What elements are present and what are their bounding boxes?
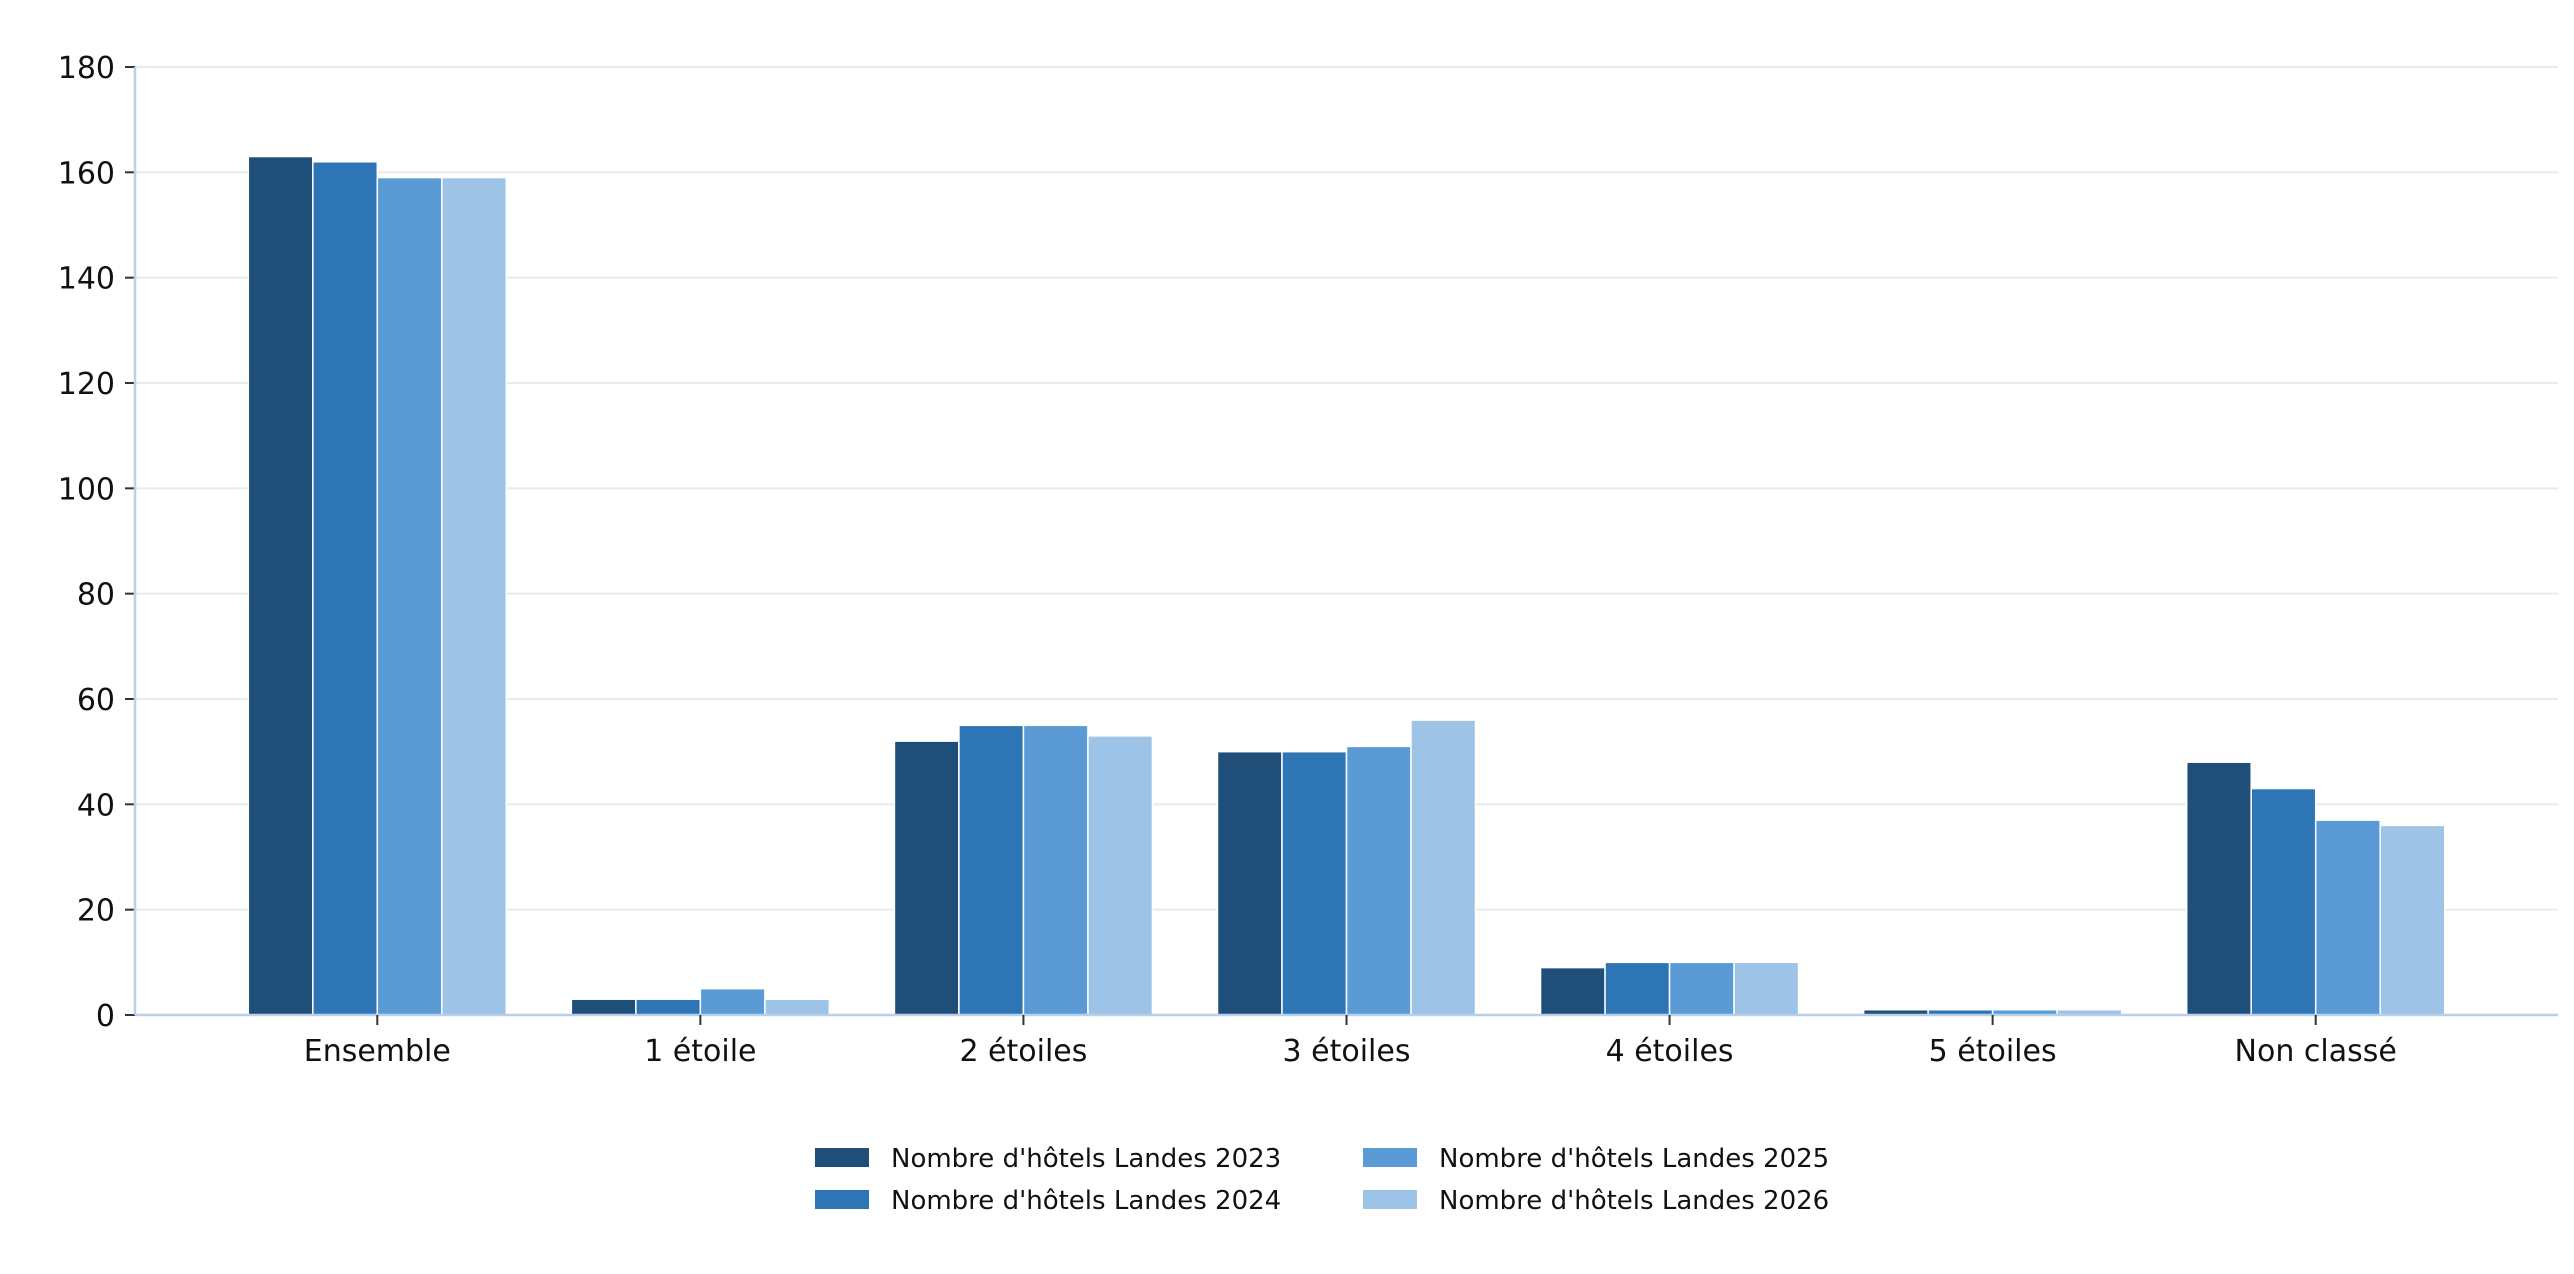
bar-4-2 <box>764 998 831 1016</box>
bar-4-5 <box>1733 961 1800 1016</box>
bar-3-7 <box>2314 819 2381 1016</box>
bar-3-3 <box>1022 724 1089 1016</box>
y-tick-label: 180 <box>58 51 115 86</box>
legend-label: Nombre d'hôtels Landes 2023 <box>891 1144 1281 1174</box>
bar-2-7 <box>2250 787 2317 1016</box>
y-tick-label: 0 <box>96 999 115 1034</box>
bars <box>247 155 2446 1016</box>
bar-2-5 <box>1604 961 1671 1016</box>
x-tick-label: 5 étoiles <box>1929 1034 2057 1069</box>
y-tick-label: 120 <box>58 367 115 402</box>
bar-2-2 <box>635 998 702 1016</box>
legend-swatch <box>1363 1148 1417 1167</box>
bar-2-3 <box>958 724 1025 1016</box>
grid-lines <box>135 66 2558 911</box>
bar-4-4 <box>1410 719 1477 1016</box>
bar-1-3 <box>893 740 960 1016</box>
bar-4-7 <box>2379 824 2446 1016</box>
bar-3-2 <box>699 987 766 1016</box>
legend-label: Nombre d'hôtels Landes 2026 <box>1439 1186 1829 1216</box>
bar-1-1 <box>247 155 314 1016</box>
y-tick-label: 20 <box>77 894 115 929</box>
y-tick-label: 100 <box>58 472 115 507</box>
x-tick-label: Non classé <box>2235 1034 2397 1069</box>
bar-2-1 <box>312 161 379 1016</box>
legend-swatch <box>1363 1190 1417 1209</box>
legend: Nombre d'hôtels Landes 2023 Nombre d'hôte… <box>815 1144 1829 1216</box>
x-tick-label: 2 étoiles <box>959 1034 1087 1069</box>
x-tick-label: 3 étoiles <box>1283 1034 1411 1069</box>
y-tick-label: 60 <box>77 683 115 718</box>
x-tick-label: 1 étoile <box>644 1034 756 1069</box>
bar-1-4 <box>1216 750 1283 1016</box>
bar-4-1 <box>441 176 508 1016</box>
x-tick-label: 4 étoiles <box>1606 1034 1734 1069</box>
bar-1-5 <box>1539 966 1606 1016</box>
axes: 0 20 40 60 80 100 120 140 160 180 Ensemble 1 étoile… <box>58 51 2558 1069</box>
bar-3-5 <box>1668 961 1735 1016</box>
y-tick-label: 160 <box>58 156 115 191</box>
bar-1-2 <box>570 998 637 1016</box>
bar-4-3 <box>1087 735 1154 1016</box>
y-tick-label: 140 <box>58 262 115 297</box>
y-tick-label: 80 <box>77 578 115 613</box>
y-tick-label: 40 <box>77 788 115 823</box>
x-tick-label: Ensemble <box>304 1034 451 1069</box>
legend-swatch <box>815 1190 869 1209</box>
bar-2-4 <box>1281 750 1348 1016</box>
legend-swatch <box>815 1148 869 1167</box>
bar-3-4 <box>1345 745 1412 1016</box>
bar-1-7 <box>2185 761 2252 1016</box>
legend-label: Nombre d'hôtels Landes 2025 <box>1439 1144 1829 1174</box>
legend-label: Nombre d'hôtels Landes 2024 <box>891 1186 1281 1216</box>
bar-3-1 <box>376 176 443 1016</box>
